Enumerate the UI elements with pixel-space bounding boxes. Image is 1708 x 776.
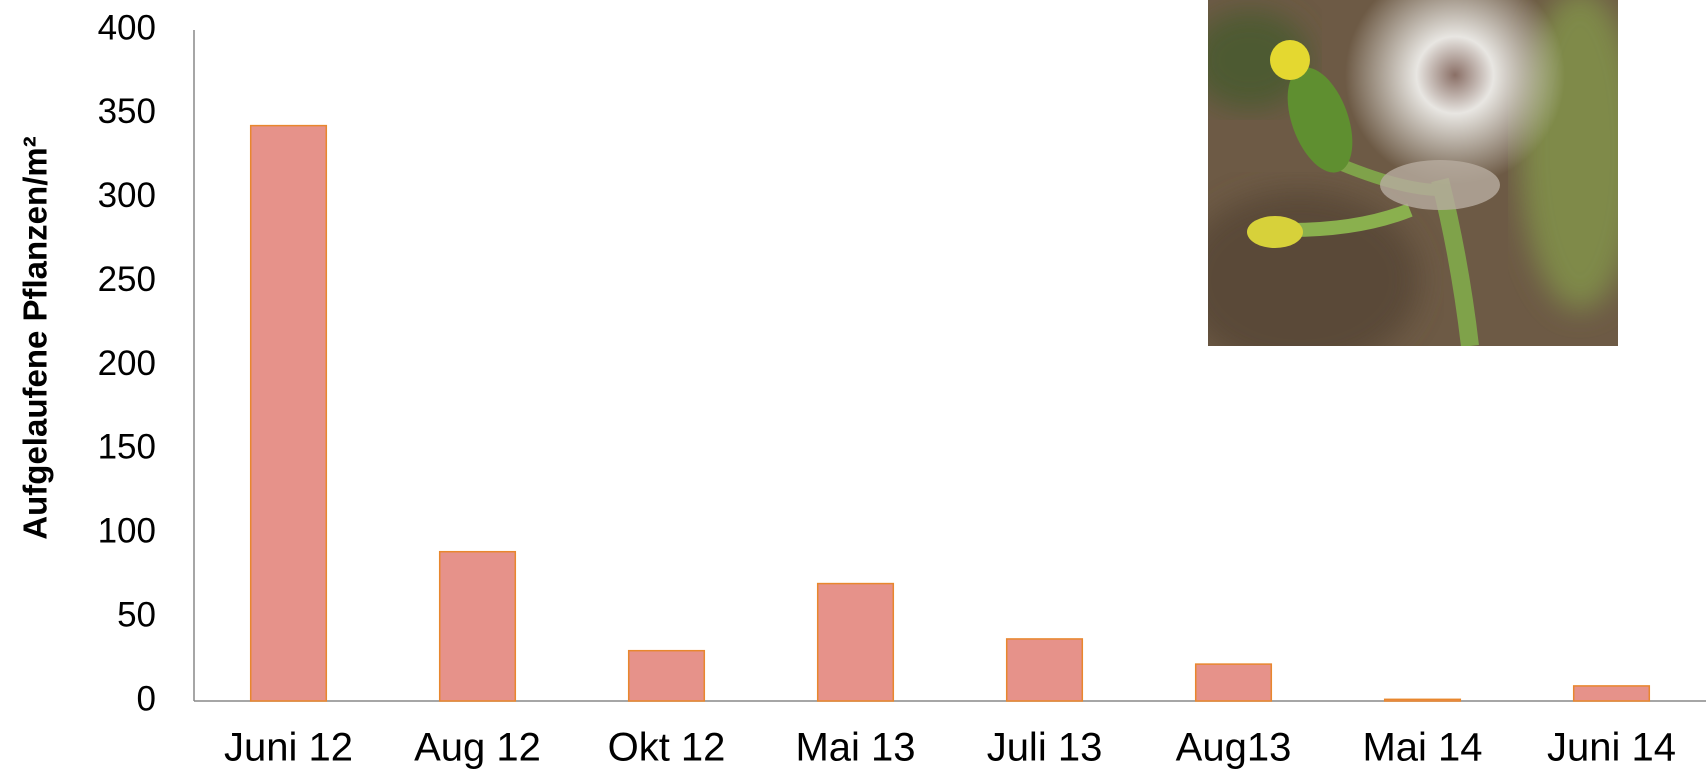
x-tick-label: Juli 13	[987, 726, 1103, 770]
bar	[818, 584, 894, 701]
y-tick-label: 150	[98, 428, 156, 467]
chart: Aufgelaufene Pflanzen/m² 0 50 100 150 200 250…	[0, 0, 1708, 776]
y-tick-label: 50	[117, 595, 156, 634]
bar	[251, 126, 327, 701]
y-tick-label: 300	[98, 176, 156, 215]
x-tick-label: Juni 14	[1547, 726, 1676, 770]
y-tick-label: 100	[98, 512, 156, 551]
bar	[1574, 686, 1650, 701]
photo	[1180, 0, 1640, 370]
bar	[440, 552, 516, 701]
x-tick-label: Aug 12	[414, 726, 541, 770]
x-tick-label: Okt 12	[608, 726, 726, 770]
x-tick-label: Aug13	[1176, 726, 1292, 770]
bar	[629, 651, 705, 701]
y-tick-label: 350	[98, 92, 156, 131]
bar	[1196, 664, 1272, 701]
y-tick-label: 200	[98, 344, 156, 383]
x-tick-label: Juni 12	[224, 726, 353, 770]
y-tick-label: 250	[98, 260, 156, 299]
bar	[1385, 699, 1461, 701]
y-tick-label: 0	[137, 679, 156, 718]
x-tick-label: Mai 14	[1362, 726, 1482, 770]
y-tick-label: 400	[98, 8, 156, 47]
x-tick-label: Mai 13	[795, 726, 915, 770]
bar	[1007, 639, 1083, 701]
y-axis-label: Aufgelaufene Pflanzen/m²	[17, 136, 54, 539]
